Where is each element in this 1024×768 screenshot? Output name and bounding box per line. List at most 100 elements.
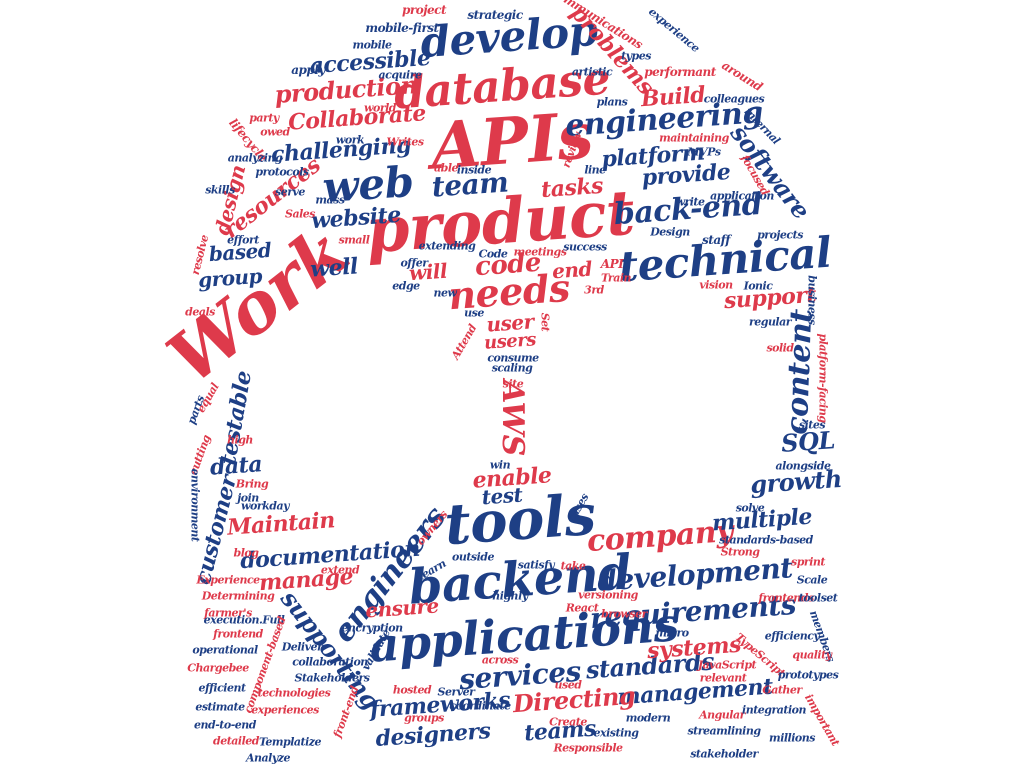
word-workday: workday	[241, 499, 289, 513]
word-take: take	[560, 559, 586, 573]
word-line: line	[584, 163, 606, 177]
word-technologies: technologies	[257, 686, 331, 700]
word-server: Server	[437, 685, 475, 699]
word-encryption: encryption	[341, 621, 403, 635]
word-plans: plans	[596, 95, 628, 109]
word-experience2: Experience	[196, 573, 260, 587]
word-project: project	[401, 3, 447, 17]
word-colleagues: colleagues	[703, 92, 765, 106]
word-mvps: MVPs	[687, 145, 721, 159]
word-browser: browser	[601, 607, 647, 621]
word-api: API	[600, 257, 624, 271]
word-used: used	[554, 678, 582, 692]
word-react: React	[565, 601, 599, 615]
word-experience: experience	[646, 5, 702, 55]
word-existing: existing	[593, 726, 639, 740]
word-extend: extend	[320, 563, 360, 577]
word-protocols: protocols	[255, 165, 309, 179]
word-strategic: strategic	[467, 8, 523, 22]
word-effort: effort	[227, 233, 259, 247]
word-apply: apply	[291, 63, 325, 77]
word-mobile: mobile	[352, 38, 392, 52]
word-scaling: scaling	[491, 361, 533, 375]
word-test: test	[480, 482, 524, 510]
word-set: Set	[538, 312, 552, 332]
word-ionic: Ionic	[743, 279, 773, 293]
word-micro: micro	[655, 626, 689, 640]
word-application: application	[710, 189, 774, 203]
word-edge: edge	[392, 279, 420, 293]
word-groups: groups	[404, 711, 444, 725]
word-farmers: farmer's	[204, 606, 252, 620]
word-sales: Sales	[285, 207, 315, 221]
word-maintain: Maintain	[226, 507, 336, 541]
word-detailed: detailed	[213, 734, 259, 748]
word-group: group	[197, 263, 263, 293]
word-strong: Strong	[720, 545, 760, 559]
word-deals: deals	[185, 305, 215, 319]
word-templatize: Templatize	[258, 735, 322, 749]
word-streamlining: streamlining	[687, 724, 761, 738]
word-sql: SQL	[780, 425, 836, 458]
word-across: across	[481, 653, 519, 667]
word-serve: serve	[275, 185, 305, 199]
word-designers: designers	[374, 718, 492, 752]
word-able: able	[434, 161, 459, 175]
word-hosted: hosted	[392, 683, 432, 697]
word-millions: millions	[769, 731, 815, 745]
word-regular: regular	[748, 315, 792, 329]
word-sites: sites	[798, 418, 826, 432]
word-win: win	[489, 458, 511, 472]
word-writes: Writes	[386, 135, 424, 149]
word-website: website	[310, 201, 402, 235]
word-world: world	[364, 101, 396, 115]
word-create: Create	[549, 715, 587, 729]
word-execution-full: execution.Full	[203, 613, 285, 627]
word-responsible: Responsible	[553, 741, 623, 755]
word-join: join	[237, 491, 259, 505]
word-collaboration: collaboration	[292, 655, 368, 669]
word-types: types	[621, 49, 651, 63]
word-artistic: artistic	[571, 65, 613, 79]
word-skills: skills	[205, 183, 235, 197]
word-determining: Determining	[201, 589, 275, 603]
word-efficient: efficient	[198, 681, 246, 695]
word-bring: Bring	[235, 477, 269, 491]
word-analyzing: analyzing	[227, 151, 283, 165]
word-coordinate: coordinate	[449, 699, 511, 713]
word-blog: blog	[233, 546, 259, 560]
word-provide: provide	[640, 158, 732, 192]
word-platform-facing: platform-facing	[816, 333, 830, 423]
word-attend: Attend	[448, 322, 480, 362]
word-aws: AWS	[495, 380, 530, 456]
word-integration: integration	[742, 703, 806, 717]
word-versioning: versioning	[578, 588, 638, 602]
word-staff: staff	[702, 233, 730, 247]
word-end-to-end: end-to-end	[194, 718, 256, 732]
word-vision: vision	[699, 278, 733, 292]
word-environment: environment	[188, 468, 202, 542]
word-3rd: 3rd	[584, 283, 604, 297]
word-end: end	[551, 256, 593, 284]
word-offer: offer	[400, 256, 428, 270]
word-chargebee: Chargebee	[187, 661, 249, 675]
word-modern: modern	[625, 711, 671, 725]
word-high: high	[227, 433, 253, 447]
word-inside: inside	[456, 163, 492, 177]
word-ensure: ensure	[364, 593, 440, 623]
word-prototypes: prototypes	[777, 668, 839, 682]
word-users: users	[483, 329, 537, 354]
word-scale: Scale	[796, 573, 828, 587]
word-experiences: experiences	[251, 703, 319, 717]
word-acquire: acquire	[378, 68, 423, 82]
word-site: site	[502, 377, 524, 391]
word-toolset: toolset	[798, 591, 838, 605]
word-relevant: relevant	[699, 671, 747, 685]
word-owed: owed	[260, 125, 290, 139]
word-sprint: sprint	[791, 555, 825, 569]
word-maintaining: maintaining	[659, 131, 729, 145]
word-party: party	[249, 111, 279, 125]
word-quality: quality	[792, 648, 832, 662]
word-stakeholders: Stakeholders	[294, 671, 370, 685]
